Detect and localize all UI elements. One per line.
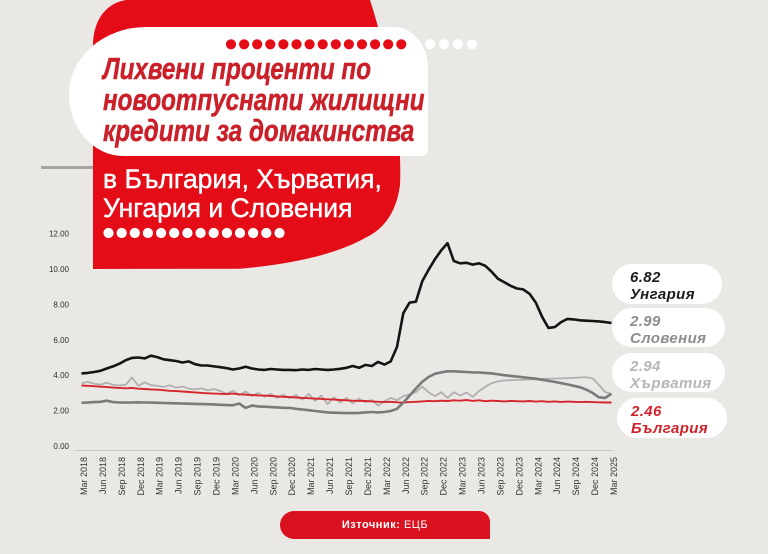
svg-text:Dec 2019: Dec 2019 bbox=[212, 457, 222, 496]
svg-text:Jun 2018: Jun 2018 bbox=[98, 457, 108, 494]
svg-text:Sep 2018: Sep 2018 bbox=[117, 457, 127, 496]
svg-text:Dec 2018: Dec 2018 bbox=[136, 457, 146, 496]
svg-text:Jun 2022: Jun 2022 bbox=[401, 457, 411, 494]
svg-text:Sep 2023: Sep 2023 bbox=[496, 457, 506, 496]
svg-text:2.00: 2.00 bbox=[53, 407, 69, 416]
svg-text:Sep 2022: Sep 2022 bbox=[420, 457, 430, 496]
svg-text:8.00: 8.00 bbox=[53, 300, 69, 309]
svg-text:Dec 2022: Dec 2022 bbox=[439, 457, 449, 496]
svg-text:Mar 2024: Mar 2024 bbox=[533, 457, 543, 495]
svg-text:Mar 2018: Mar 2018 bbox=[79, 457, 89, 495]
svg-text:Mar 2020: Mar 2020 bbox=[230, 457, 240, 495]
svg-text:10.00: 10.00 bbox=[49, 265, 70, 274]
svg-text:Dec 2023: Dec 2023 bbox=[514, 457, 524, 496]
svg-text:Jun 2020: Jun 2020 bbox=[249, 457, 259, 494]
svg-text:Sep 2020: Sep 2020 bbox=[268, 457, 278, 496]
svg-text:Jun 2021: Jun 2021 bbox=[325, 457, 335, 494]
svg-text:Sep 2021: Sep 2021 bbox=[344, 457, 354, 496]
svg-text:0.00: 0.00 bbox=[53, 442, 69, 451]
svg-text:Jun 2019: Jun 2019 bbox=[174, 457, 184, 494]
svg-text:Mar 2025: Mar 2025 bbox=[609, 457, 619, 495]
svg-text:Dec 2021: Dec 2021 bbox=[363, 457, 373, 496]
svg-text:Mar 2022: Mar 2022 bbox=[382, 457, 392, 495]
svg-text:Mar 2019: Mar 2019 bbox=[155, 457, 165, 495]
svg-text:Sep 2019: Sep 2019 bbox=[193, 457, 203, 496]
svg-text:6.00: 6.00 bbox=[53, 336, 69, 345]
svg-text:Dec 2024: Dec 2024 bbox=[590, 457, 600, 496]
svg-text:Sep 2024: Sep 2024 bbox=[571, 457, 581, 496]
svg-text:Jun 2024: Jun 2024 bbox=[552, 457, 562, 494]
svg-text:Dec 2020: Dec 2020 bbox=[287, 457, 297, 496]
svg-text:Jun 2023: Jun 2023 bbox=[477, 457, 487, 494]
svg-text:Mar 2021: Mar 2021 bbox=[306, 457, 316, 495]
svg-text:12.00: 12.00 bbox=[49, 230, 70, 239]
svg-text:4.00: 4.00 bbox=[53, 371, 69, 380]
svg-text:Mar 2023: Mar 2023 bbox=[458, 457, 468, 495]
